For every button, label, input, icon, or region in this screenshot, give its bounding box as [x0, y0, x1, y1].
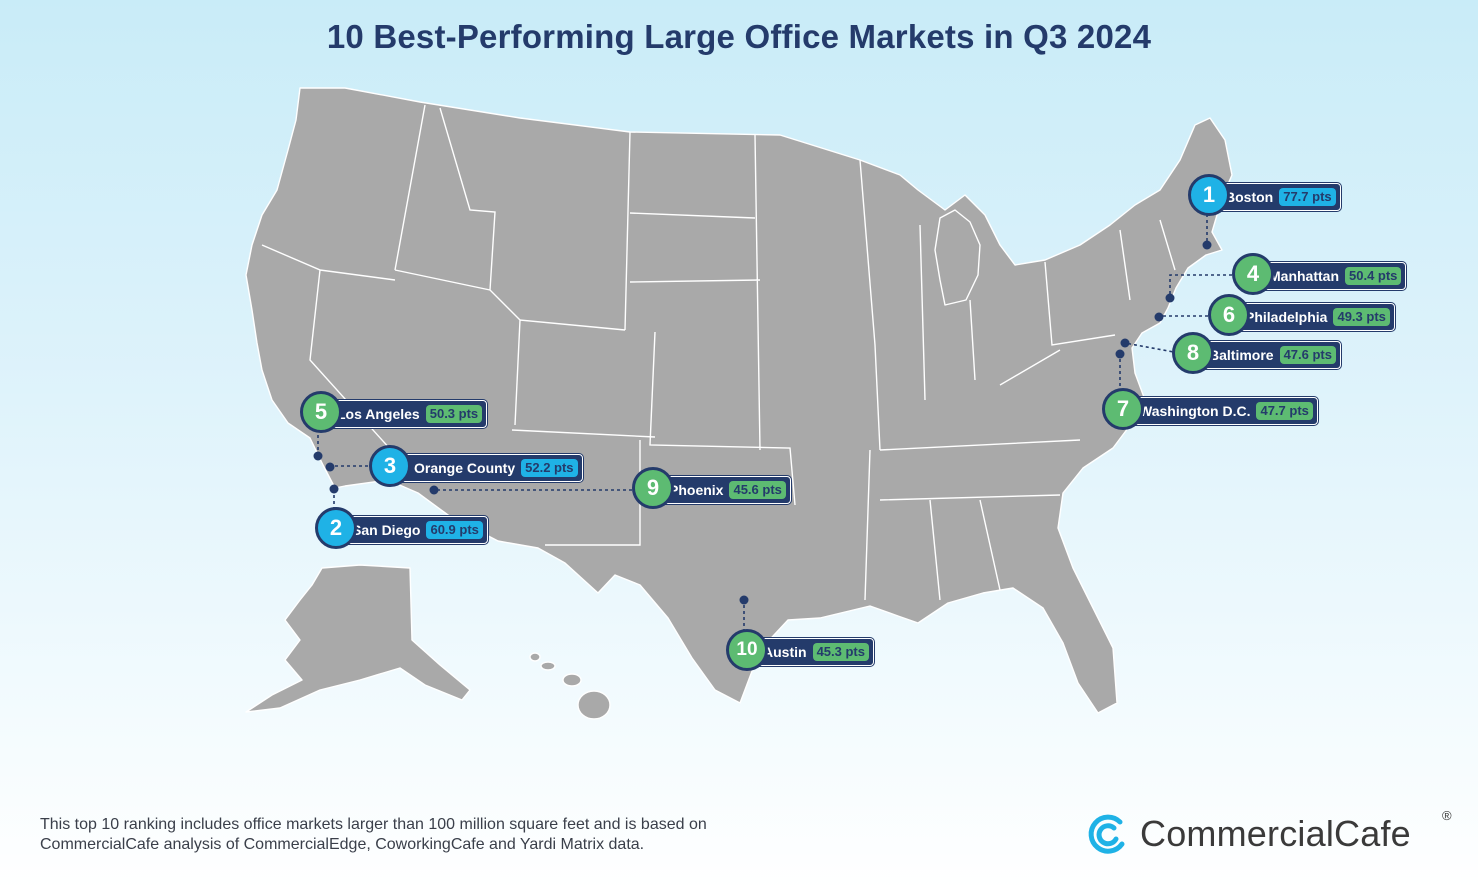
hawaii-big-island [577, 690, 611, 720]
logo-wordmark: CommercialCafe [1140, 813, 1411, 854]
market-city: Manhattan [1269, 268, 1339, 284]
rank-badge: 3 [369, 445, 411, 487]
market-points: 60.9 pts [426, 521, 483, 539]
rank-badge: 6 [1208, 294, 1250, 336]
market-city: Boston [1225, 189, 1274, 205]
footnote: This top 10 ranking includes office mark… [40, 816, 707, 853]
rank-badge: 10 [726, 629, 768, 671]
city-dot-baltimore [1120, 338, 1130, 348]
city-dot-washington [1115, 349, 1125, 359]
market-points: 49.3 pts [1333, 308, 1390, 326]
market-city: Austin [763, 644, 807, 660]
market-city: San Diego [352, 522, 421, 538]
rank-badge: 5 [300, 391, 342, 433]
hawaii-kauai [529, 652, 541, 662]
market-points: 52.2 pts [521, 459, 578, 477]
commercialcafe-logo-icon [1088, 814, 1125, 854]
market-points: 47.6 pts [1279, 346, 1336, 364]
market-city: Philadelphia [1245, 309, 1328, 325]
rank-badge: 9 [632, 467, 674, 509]
hawaii [529, 652, 611, 720]
city-dots [313, 240, 1212, 605]
market-city: Los Angeles [337, 406, 420, 422]
lower-michigan [934, 209, 981, 306]
market-points: 45.6 pts [729, 481, 786, 499]
market-city: Baltimore [1209, 347, 1274, 363]
hawaii-maui [562, 673, 582, 687]
page-title: 10 Best-Performing Large Office Markets … [326, 18, 1152, 55]
city-dot-orange-county [325, 462, 335, 472]
state-borders [261, 104, 1176, 601]
alaska-landmass [245, 564, 471, 713]
city-dot-san-diego [329, 484, 339, 494]
city-dot-philadelphia [1154, 312, 1164, 322]
rank-badge: 7 [1102, 388, 1144, 430]
rank-badge: 4 [1232, 253, 1274, 295]
commercialcafe-logo: CommercialCafe ® [1086, 808, 1452, 856]
city-dot-phoenix [429, 485, 439, 495]
market-points: 45.3 pts [812, 643, 869, 661]
city-dot-manhattan [1165, 293, 1175, 303]
market-city: Washington D.C. [1139, 403, 1251, 419]
rank-badge: 2 [315, 507, 357, 549]
market-points: 47.7 pts [1256, 402, 1313, 420]
rank-badge: 8 [1172, 332, 1214, 374]
hawaii-oahu [540, 661, 556, 671]
city-dot-boston [1202, 240, 1212, 250]
rank-badge: 1 [1188, 174, 1230, 216]
market-city: Orange County [414, 460, 516, 476]
contiguous-us [245, 87, 1233, 714]
alaska [245, 564, 471, 713]
market-points: 50.4 pts [1345, 267, 1402, 285]
registered-mark: ® [1442, 808, 1452, 823]
market-city: Phoenix [669, 482, 724, 498]
city-dot-los-angeles [313, 451, 323, 461]
market-points: 77.7 pts [1279, 188, 1336, 206]
market-points: 50.3 pts [425, 405, 483, 423]
city-dot-austin [739, 595, 749, 605]
